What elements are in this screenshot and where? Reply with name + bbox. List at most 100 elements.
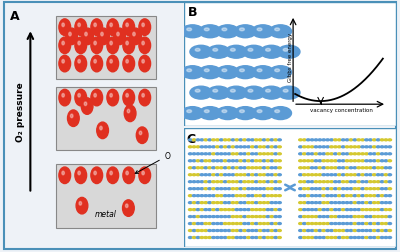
Circle shape [200,237,204,239]
Circle shape [200,230,204,232]
Circle shape [314,202,318,204]
Circle shape [251,195,254,197]
Circle shape [278,146,281,148]
Circle shape [220,195,223,197]
Circle shape [258,202,262,204]
Circle shape [302,237,306,239]
Circle shape [258,223,262,225]
Circle shape [235,167,238,169]
Circle shape [199,26,221,39]
Circle shape [213,90,218,93]
Circle shape [314,153,318,155]
Circle shape [376,174,380,176]
Circle shape [278,46,300,59]
Circle shape [254,195,258,197]
Circle shape [196,181,200,183]
Circle shape [62,42,64,46]
Circle shape [388,146,392,148]
Circle shape [338,195,341,197]
Circle shape [258,209,262,211]
Circle shape [278,216,281,218]
Circle shape [243,160,246,162]
Circle shape [251,146,254,148]
Circle shape [306,230,310,232]
Circle shape [266,160,270,162]
Circle shape [224,153,227,155]
Circle shape [353,195,356,197]
Circle shape [222,70,227,72]
Circle shape [227,153,231,155]
Circle shape [187,29,192,32]
Circle shape [216,160,219,162]
Circle shape [314,237,318,239]
Circle shape [192,202,196,204]
Circle shape [254,202,258,204]
Circle shape [262,153,266,155]
Circle shape [278,87,300,100]
Circle shape [239,174,242,176]
Circle shape [254,167,258,169]
Circle shape [334,195,337,197]
Circle shape [225,87,247,100]
Circle shape [338,167,341,169]
Circle shape [357,202,360,204]
Circle shape [204,174,208,176]
Circle shape [204,216,208,218]
Circle shape [243,153,246,155]
Circle shape [208,174,211,176]
Circle shape [59,20,71,36]
Circle shape [94,42,96,46]
Circle shape [326,223,329,225]
Circle shape [200,139,204,141]
Circle shape [227,230,231,232]
Circle shape [212,160,215,162]
Circle shape [59,167,71,184]
Circle shape [100,127,102,130]
Circle shape [220,209,223,211]
Circle shape [299,216,302,218]
Circle shape [369,139,372,141]
Circle shape [342,216,345,218]
Circle shape [318,188,322,190]
Circle shape [126,204,128,208]
Circle shape [322,188,326,190]
Circle shape [322,146,326,148]
Circle shape [270,230,274,232]
Circle shape [200,195,204,197]
Circle shape [216,146,219,148]
Circle shape [239,188,242,190]
Circle shape [217,26,239,39]
Circle shape [353,188,356,190]
Circle shape [330,139,333,141]
Circle shape [278,167,281,169]
Circle shape [306,237,310,239]
Circle shape [251,230,254,232]
Circle shape [247,181,250,183]
Circle shape [235,139,238,141]
Circle shape [258,188,262,190]
Circle shape [369,188,372,190]
Circle shape [192,230,196,232]
Circle shape [314,188,318,190]
Circle shape [369,237,372,239]
Circle shape [239,223,242,225]
Circle shape [192,195,196,197]
Circle shape [224,174,227,176]
Circle shape [372,181,376,183]
Circle shape [299,167,302,169]
Circle shape [266,167,270,169]
Circle shape [224,167,227,169]
Circle shape [188,216,192,218]
Circle shape [200,223,204,225]
Circle shape [216,223,219,225]
Circle shape [349,167,353,169]
Circle shape [97,123,108,139]
Circle shape [365,174,368,176]
Circle shape [361,188,364,190]
Circle shape [330,202,333,204]
Circle shape [142,60,144,64]
Circle shape [110,60,112,64]
Circle shape [208,167,211,169]
Circle shape [357,216,360,218]
Circle shape [388,202,392,204]
